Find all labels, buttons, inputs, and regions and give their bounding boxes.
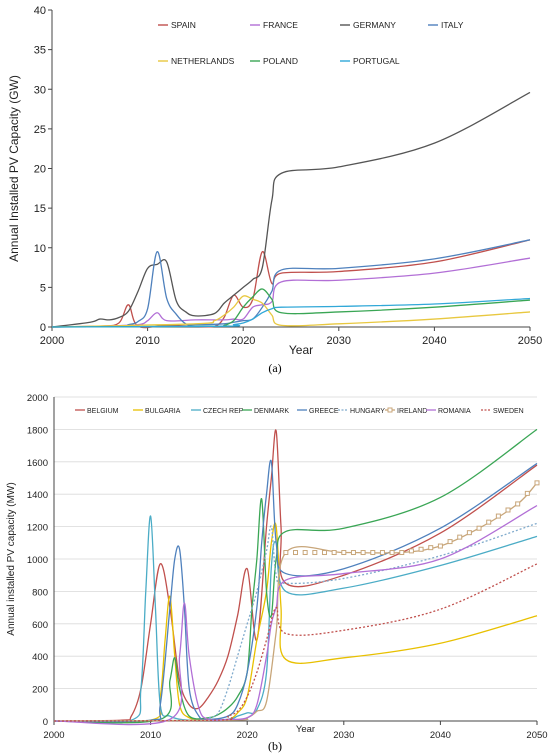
a-x-tick-label: 2040 <box>422 335 446 347</box>
b-series-marker-ireland <box>389 550 395 556</box>
a-x-tick-label: 2020 <box>231 335 255 347</box>
a-y-tick-label: 15 <box>34 203 46 215</box>
b-series-marker-ireland <box>321 550 327 556</box>
b-legend-label-greece: GREECE <box>309 408 339 415</box>
b-y-tick-label: 1600 <box>27 458 48 469</box>
chart-b-annual-installed-pv-mw: 0 200 400 600 800 1000 1200 1400 1600 1800 2000 200… <box>6 393 548 753</box>
a-legend-label-france: FRANCE <box>263 20 298 30</box>
b-series-marker-ireland <box>495 513 501 519</box>
b-legend-label-hungary: HUNGARY <box>350 408 385 415</box>
b-series-marker-ireland <box>293 550 298 556</box>
b-series-line-sweden <box>53 563 538 722</box>
b-series-marker-ireland <box>486 519 492 525</box>
a-series-line-germany <box>51 91 531 328</box>
b-legend-label-romania: ROMANIA <box>438 408 471 415</box>
b-series-line-hungary <box>53 522 538 722</box>
b-y-tick-label: 0 <box>43 717 48 728</box>
b-series-line-denmark <box>53 428 538 724</box>
b-series-marker-ireland <box>457 534 463 540</box>
b-series-marker-ireland <box>331 550 337 556</box>
chart-a-annual-installed-pv-gw: 0 5 10 15 20 25 30 35 40 2000 2010 2020 2030 2040 2050… <box>7 5 542 375</box>
a-x-tick-label: 2050 <box>518 335 542 347</box>
a-caption: (a) <box>268 361 281 375</box>
b-legend-label-belgium: BELGIUM <box>87 408 119 415</box>
a-legend-label-portugal: PORTUGAL <box>353 56 400 66</box>
a-x-tick-label: 2000 <box>40 335 64 347</box>
b-series-line-czech-rep <box>53 515 538 724</box>
a-series-line-italy <box>51 239 531 328</box>
b-legend-label-ireland: IRELAND <box>397 408 427 415</box>
b-series-line-belgium <box>53 429 538 722</box>
a-x-tick-label: 2010 <box>135 335 159 347</box>
b-legend-label-sweden: SWEDEN <box>493 408 524 415</box>
a-legend-label-spain: SPAIN <box>171 20 196 30</box>
a-y-tick-label: 25 <box>34 124 46 136</box>
b-series-marker-ireland <box>428 545 434 551</box>
b-series-marker-ireland <box>399 550 405 556</box>
b-series-marker-ireland <box>341 550 347 556</box>
b-series-marker-ireland <box>408 548 414 554</box>
a-series-line-spain <box>51 239 531 329</box>
b-series-marker-ireland <box>476 525 482 531</box>
a-x-axis-label: Year <box>289 343 313 357</box>
a-legend-label-netherlands: NETHERLANDS <box>171 56 235 66</box>
a-series-line-portugal <box>51 297 531 328</box>
b-series-marker-ireland <box>302 550 308 556</box>
a-y-tick-label: 0 <box>40 322 46 334</box>
a-y-axis-label: Annual Installed PV Capacity (GW) <box>7 75 21 262</box>
a-legend-label-germany: GERMANY <box>353 20 396 30</box>
b-series-line-greece <box>53 459 538 723</box>
a-y-tick-label: 35 <box>34 45 46 57</box>
b-x-tick-label: 2020 <box>237 730 258 741</box>
b-series-marker-ireland <box>370 550 376 556</box>
a-series-line-poland <box>51 288 531 328</box>
b-series-marker-ireland <box>312 550 318 556</box>
b-y-tick-label: 400 <box>32 652 48 663</box>
b-series-marker-ireland <box>524 490 530 496</box>
b-x-tick-label: 2040 <box>430 730 451 741</box>
a-x-tick-label: 2030 <box>327 335 351 347</box>
b-series-marker-ireland <box>360 550 366 556</box>
b-legend-label-czech-rep: CZECH REP <box>203 408 244 415</box>
b-series-marker-ireland <box>350 550 356 556</box>
b-y-tick-label: 2000 <box>27 393 48 404</box>
b-series-marker-ireland <box>505 507 511 513</box>
b-series-marker-ireland <box>418 546 424 552</box>
b-y-axis-label: Annual installed PV capacity (MW) <box>6 482 17 635</box>
b-series-marker-ireland <box>437 543 443 549</box>
a-legend-label-italy: ITALY <box>441 20 464 30</box>
a-y-tick-label: 40 <box>34 5 46 17</box>
a-legend-label-poland: POLAND <box>263 56 298 66</box>
b-y-tick-label: 200 <box>32 685 48 696</box>
b-y-tick-label: 600 <box>32 620 48 631</box>
b-series-marker-ireland <box>515 501 521 507</box>
b-legend-label-denmark: DENMARK <box>254 408 289 415</box>
b-series-marker-ireland <box>283 550 289 556</box>
b-series-line-romania <box>53 504 538 726</box>
a-series-line-netherlands <box>51 295 531 328</box>
b-y-tick-label: 800 <box>32 587 48 598</box>
b-y-tick-label: 1000 <box>27 555 48 566</box>
b-y-tick-label: 1400 <box>27 490 48 501</box>
a-y-tick-label: 5 <box>40 282 46 294</box>
b-series-marker-ireland <box>447 539 453 545</box>
b-series-line-bulgaria <box>53 522 538 723</box>
a-y-tick-label: 20 <box>34 164 46 176</box>
b-series-marker-ireland <box>466 530 472 536</box>
b-x-tick-label: 2010 <box>140 730 161 741</box>
b-y-tick-label: 1200 <box>27 523 48 534</box>
b-x-tick-label: 2050 <box>526 730 547 741</box>
a-y-tick-label: 30 <box>34 84 46 96</box>
b-legend-label-bulgaria: BULGARIA <box>145 408 181 415</box>
b-series-line-ireland <box>53 482 538 722</box>
b-x-tick-label: 2000 <box>43 730 64 741</box>
b-series-marker-ireland <box>534 480 540 486</box>
b-legend-marker-ireland <box>387 407 393 413</box>
b-x-axis-label: Year <box>296 724 315 735</box>
b-y-tick-label: 1800 <box>27 425 48 436</box>
b-series-marker-ireland <box>379 550 385 556</box>
b-caption: (b) <box>268 739 282 753</box>
b-x-tick-label: 2030 <box>333 730 354 741</box>
a-y-tick-label: 10 <box>34 243 46 255</box>
